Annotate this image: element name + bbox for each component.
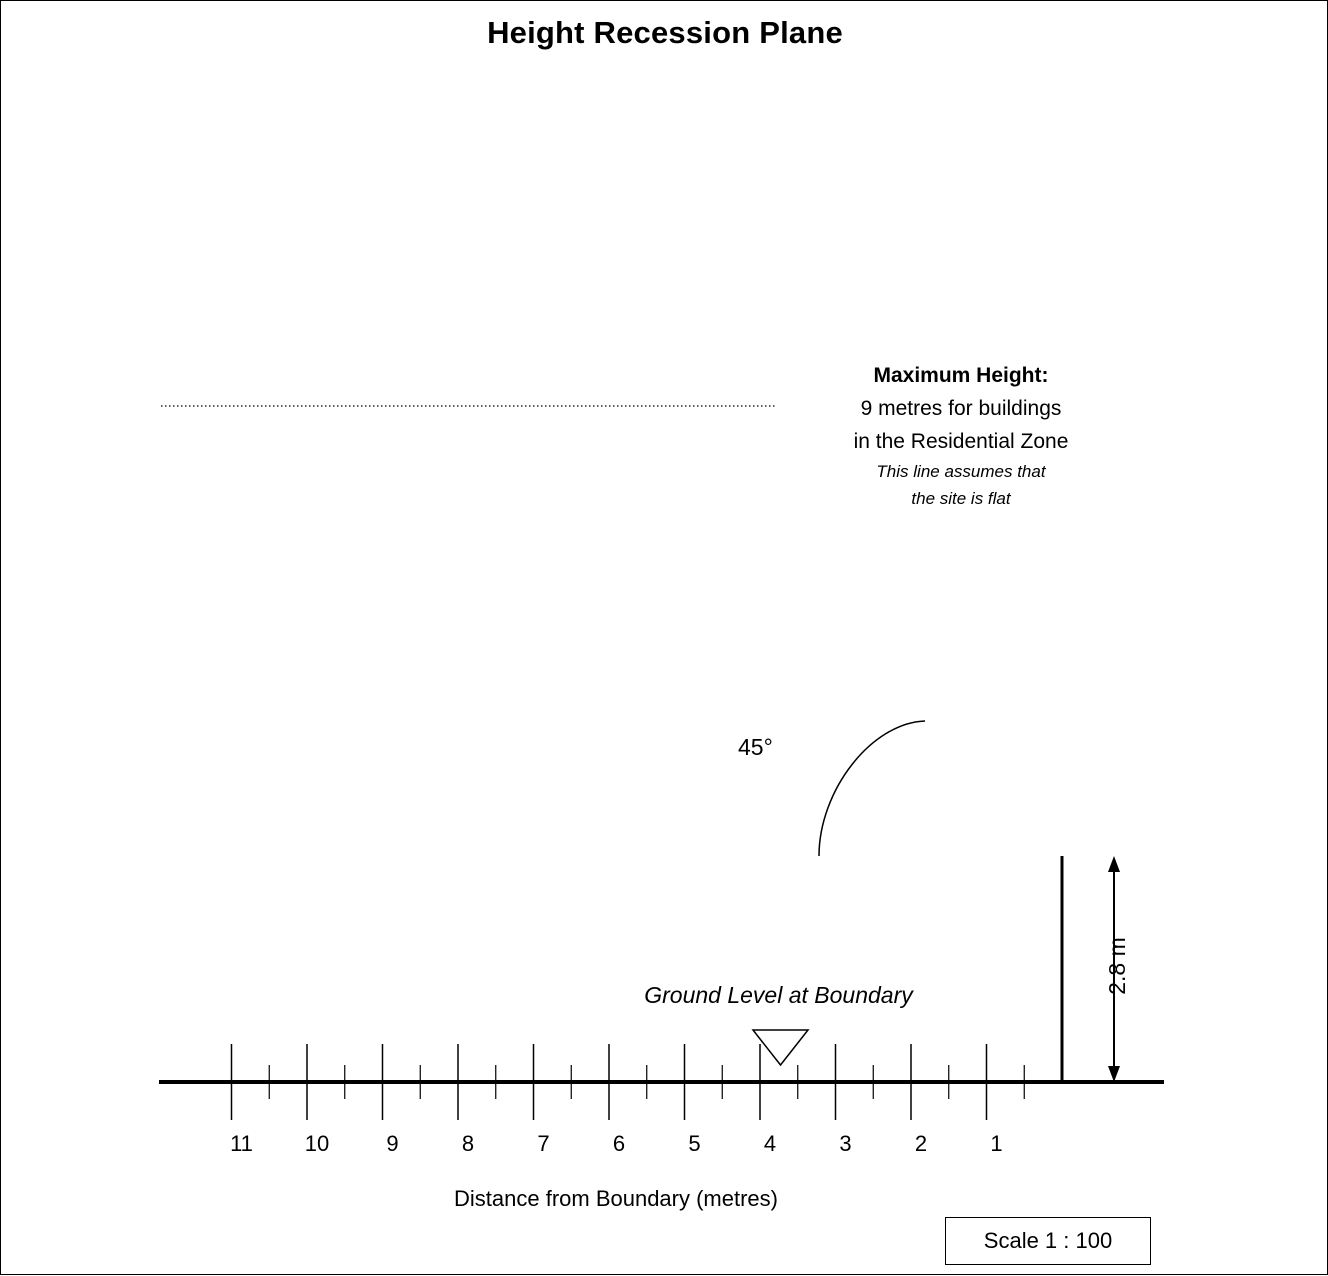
note-heading: Maximum Height: bbox=[873, 364, 1049, 387]
tick-label: 8 bbox=[461, 1131, 475, 1156]
axis-title: Distance from Boundary (metres) bbox=[454, 1186, 778, 1211]
angle-arc bbox=[818, 720, 926, 857]
note-line-2: in the Residential Zone bbox=[853, 430, 1069, 453]
tick-label: 11 bbox=[230, 1131, 253, 1156]
note-italic-2: the site is flat bbox=[911, 489, 1011, 508]
tick-label: 5 bbox=[688, 1131, 701, 1156]
angle-label: 45° bbox=[738, 734, 773, 760]
tick-label: 3 bbox=[839, 1131, 852, 1156]
tick-label: 7 bbox=[537, 1131, 550, 1156]
tick-label: 4 bbox=[763, 1131, 777, 1156]
note-italic-1: This line assumes that bbox=[876, 462, 1046, 481]
max-height-note: Maximum Height: 9 metres for buildings i… bbox=[791, 359, 1131, 512]
note-line-1: 9 metres for buildings bbox=[860, 397, 1062, 420]
scale-ticks bbox=[230, 1044, 1025, 1120]
page-title: Height Recession Plane bbox=[487, 15, 843, 50]
height-dimension-label: 2.8 m bbox=[1104, 937, 1130, 995]
arrow-down-icon bbox=[1108, 1066, 1120, 1082]
scale-label: Scale 1 : 100 bbox=[945, 1217, 1151, 1265]
ground-level-label: Ground Level at Boundary bbox=[644, 982, 913, 1008]
ground-level-marker bbox=[751, 1029, 810, 1067]
tick-label: 10 bbox=[304, 1131, 330, 1156]
arrow-up-icon bbox=[1108, 856, 1120, 872]
tick-label: 1 bbox=[990, 1131, 1003, 1156]
tick-label: 9 bbox=[386, 1131, 399, 1156]
tick-label: 2 bbox=[914, 1131, 928, 1156]
tick-label: 6 bbox=[612, 1131, 626, 1156]
